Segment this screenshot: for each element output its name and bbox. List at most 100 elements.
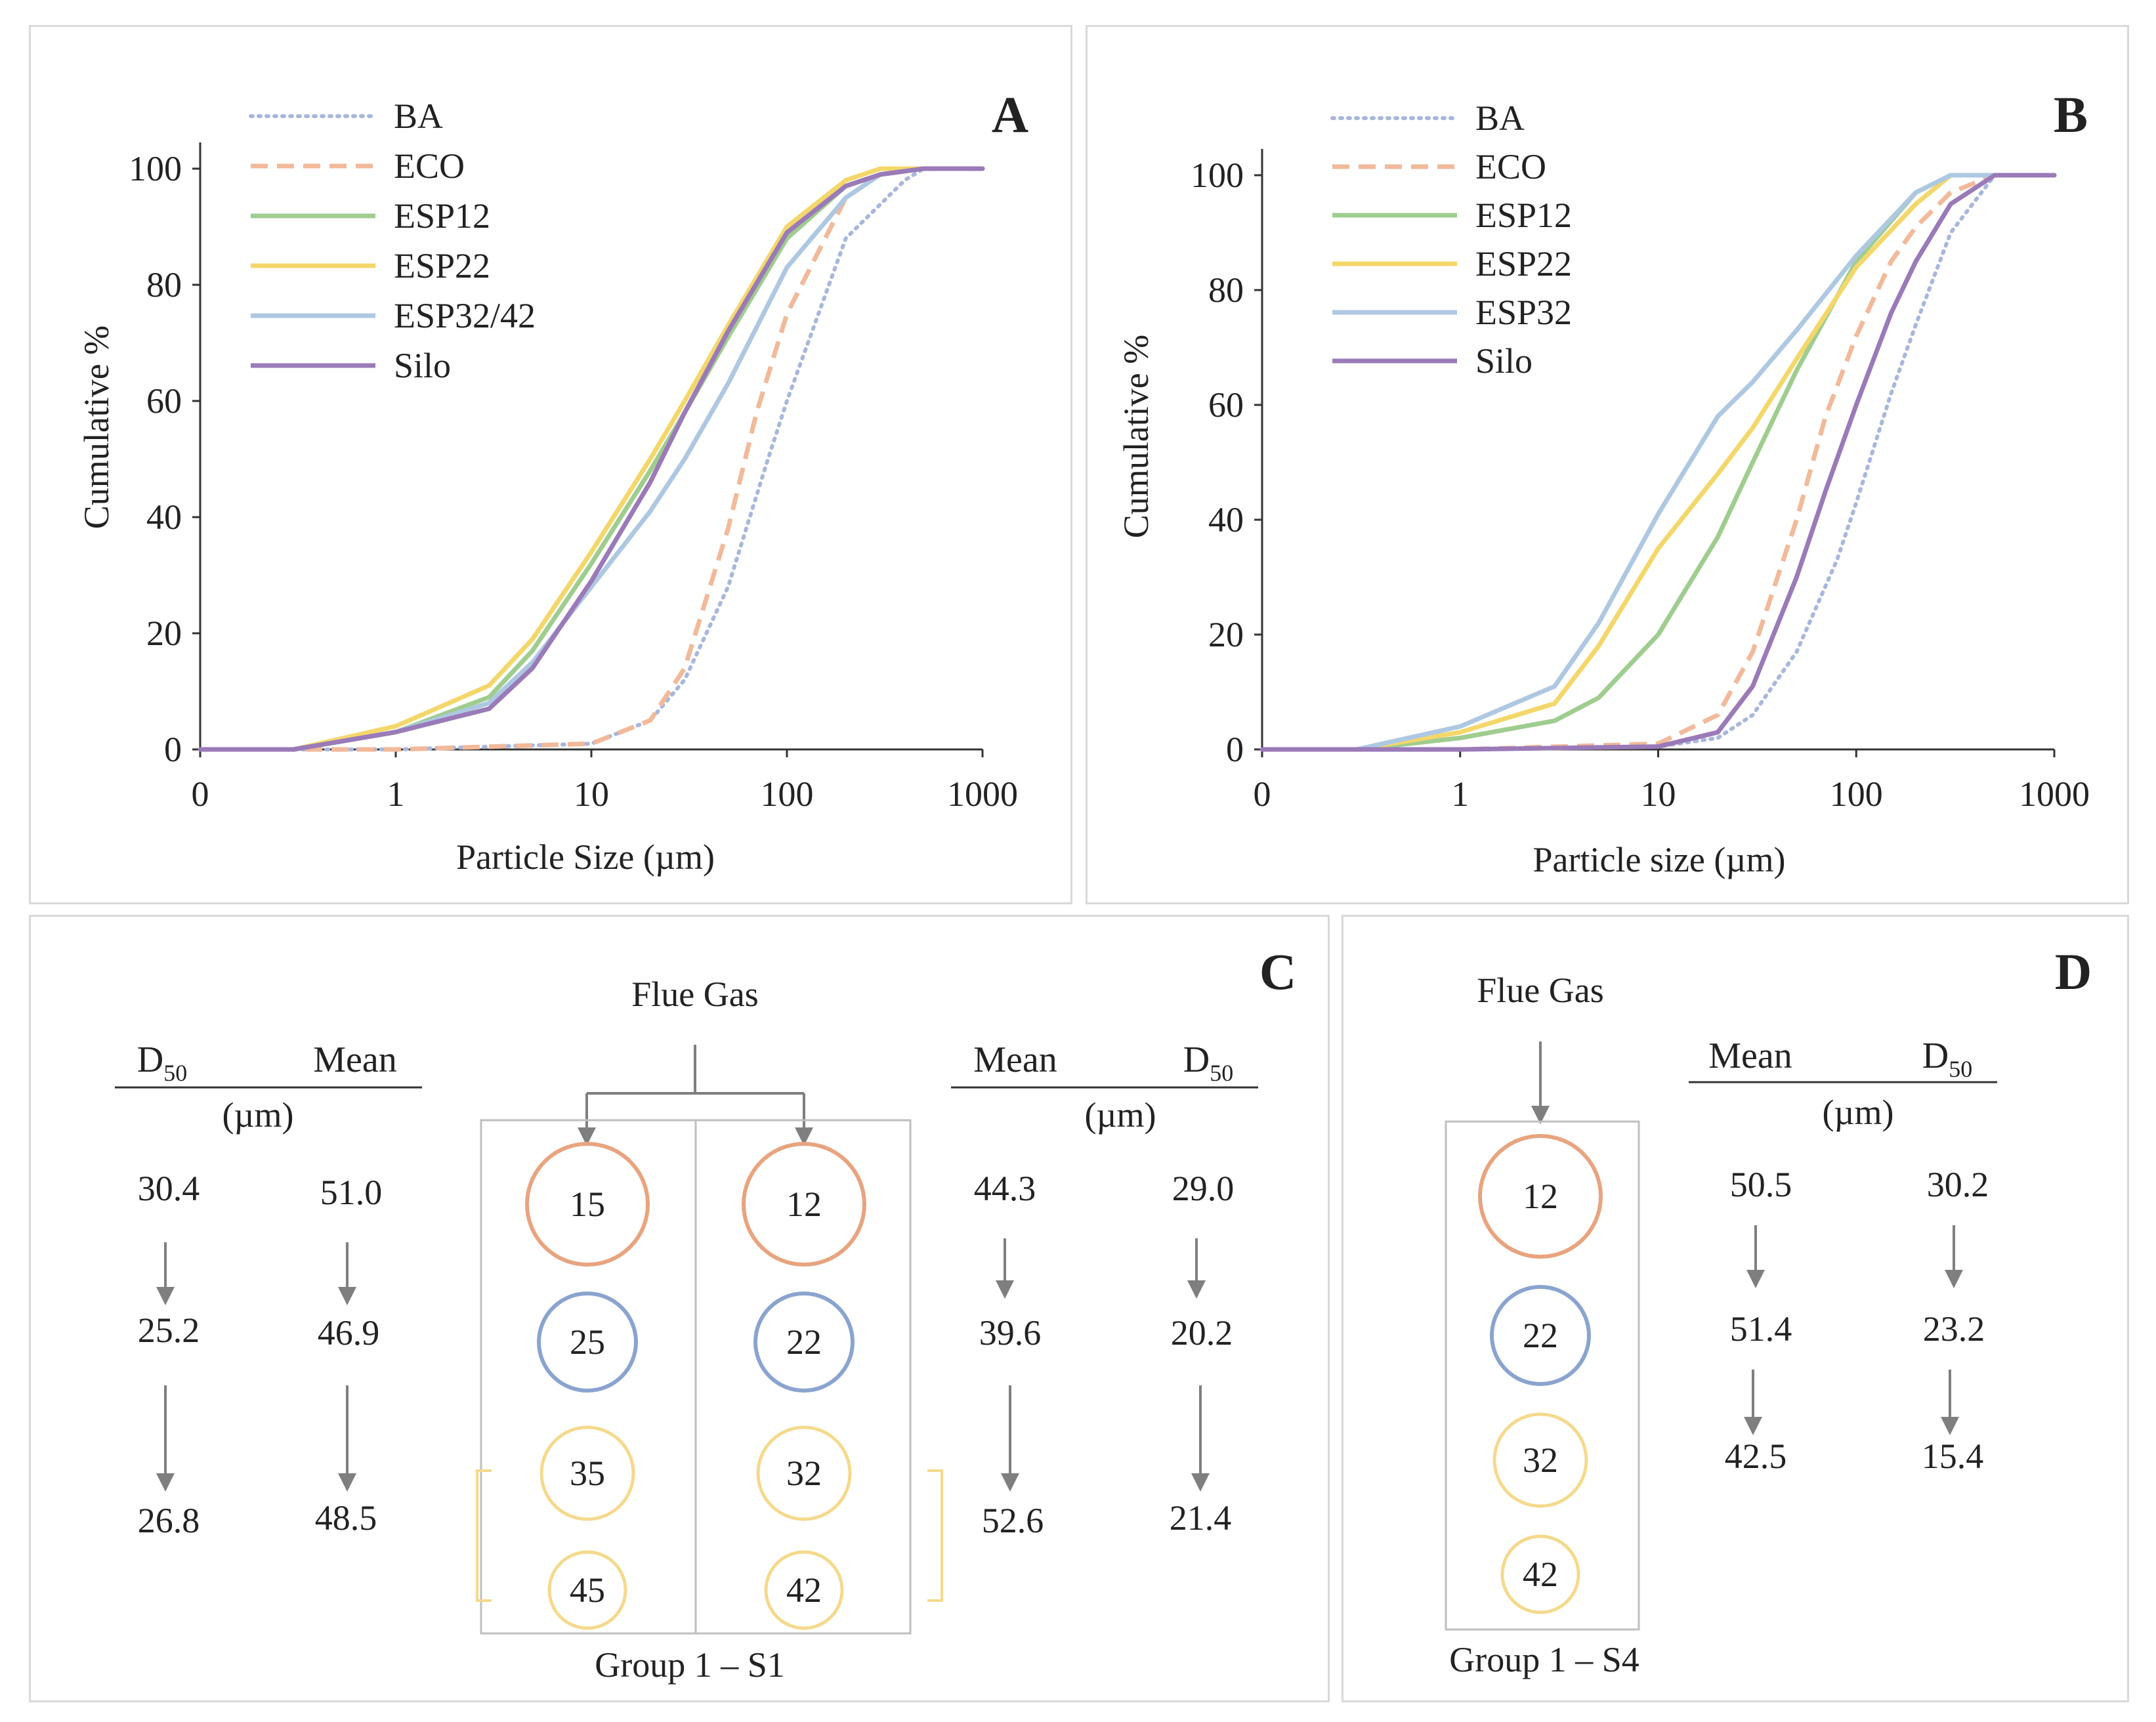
svg-text:22: 22 bbox=[1523, 1316, 1558, 1355]
chart-a-x-tick-label: 100 bbox=[761, 774, 814, 814]
left-mean-2: 46.9 bbox=[318, 1313, 380, 1353]
d-mean-1: 50.5 bbox=[1730, 1165, 1792, 1204]
chart-a-series-esp22 bbox=[198, 166, 985, 752]
chart-b-y-tick-label: 0 bbox=[1226, 730, 1244, 769]
d-header-unit: (µm) bbox=[1822, 1093, 1893, 1132]
chart-a-legend-label-esp12: ESP12 bbox=[394, 196, 490, 236]
chart-b-x-tick-label: 1 bbox=[1451, 774, 1469, 814]
chart-b-y-tick-label: 100 bbox=[1191, 156, 1244, 195]
right-header-d50: D50 bbox=[1183, 1040, 1233, 1086]
chart-b-legend-label-esp12: ESP12 bbox=[1475, 196, 1572, 235]
chart-a-legend-label-silo: Silo bbox=[394, 346, 451, 385]
svg-text:25: 25 bbox=[570, 1322, 605, 1362]
chart-a-legend-label-esp22: ESP22 bbox=[394, 246, 490, 285]
svg-text:32: 32 bbox=[1523, 1440, 1558, 1480]
panel-c: C Flue Gas Group 1 – S1 15 25 35 45 bbox=[29, 915, 1330, 1702]
chart-a-legend-label-ba: BA bbox=[394, 96, 443, 136]
circle-d-22: 22 bbox=[1490, 1285, 1591, 1386]
chart-b-legend-label-esp22: ESP22 bbox=[1475, 244, 1572, 284]
chart-b-series-esp12 bbox=[1259, 173, 2057, 752]
panel-b: 0 1 10 100 1000 0 20 40 60 80 100 BA ECO ESP12 ESP22 ES… bbox=[1086, 25, 2129, 904]
flue-gas-label-d: Flue Gas bbox=[1477, 971, 1603, 1010]
chart-b-xlabel: Particle size (µm) bbox=[1533, 840, 1786, 879]
right-d50-3: 21.4 bbox=[1170, 1498, 1232, 1538]
d-d50-3: 15.4 bbox=[1922, 1437, 1984, 1476]
chart-b-series-esp32 bbox=[1259, 173, 2057, 752]
svg-text:42: 42 bbox=[1523, 1555, 1558, 1594]
bracket-left-c bbox=[476, 1469, 492, 1602]
circle-45: 45 bbox=[547, 1550, 627, 1630]
chart-a-series-esp32-42 bbox=[198, 166, 985, 752]
chart-b-x-tick-label: 100 bbox=[1830, 774, 1883, 814]
d-header-mean: Mean bbox=[1708, 1036, 1792, 1076]
circle-25: 25 bbox=[537, 1292, 638, 1393]
chart-b-y-tick-label: 40 bbox=[1208, 500, 1244, 539]
svg-text:12: 12 bbox=[786, 1185, 822, 1224]
left-d50-1: 30.4 bbox=[138, 1169, 200, 1208]
d-mean-3: 42.5 bbox=[1725, 1437, 1787, 1476]
chart-a-x-tick-label: 0 bbox=[192, 774, 209, 814]
left-d50-3: 26.8 bbox=[138, 1501, 200, 1540]
chart-b-x-tick-label: 0 bbox=[1254, 774, 1271, 814]
flue-gas-splitter-c bbox=[578, 1045, 813, 1146]
svg-text:45: 45 bbox=[570, 1570, 605, 1610]
right-mean-3: 52.6 bbox=[982, 1501, 1044, 1540]
d-d50-2: 23.2 bbox=[1923, 1309, 1985, 1349]
group-label-c: Group 1 – S1 bbox=[595, 1645, 785, 1685]
chart-a-y-tick-label: 100 bbox=[129, 149, 182, 188]
chart-b-y-tick-label: 80 bbox=[1208, 270, 1244, 310]
chart-a-y-tick-label: 40 bbox=[146, 497, 182, 537]
chart-b-series-ba bbox=[1260, 173, 2056, 751]
circle-15: 15 bbox=[525, 1142, 650, 1267]
right-arrows bbox=[996, 1238, 1210, 1492]
chart-a-series-silo bbox=[198, 166, 985, 752]
chart-a-svg: 0 1 10 100 1000 0 20 40 60 80 100 BA ECO ESP12 ESP22 ES… bbox=[77, 86, 1028, 877]
panel-a-letter: A bbox=[992, 86, 1028, 143]
chart-b-series-silo bbox=[1259, 173, 2057, 752]
chart-a-series-eco bbox=[200, 166, 983, 752]
chart-a-x-tick-label: 1 bbox=[387, 774, 405, 814]
panel-a: 0 1 10 100 1000 0 20 40 60 80 100 BA ECO ESP12 ESP22 ES… bbox=[29, 25, 1072, 904]
chart-a-series-ba bbox=[198, 167, 984, 751]
chart-b-legend-label-esp32: ESP32 bbox=[1475, 293, 1572, 332]
d-header-d50: D50 bbox=[1922, 1036, 1972, 1082]
left-arrows bbox=[156, 1242, 356, 1492]
svg-text:12: 12 bbox=[1523, 1177, 1558, 1216]
chart-a-series-esp12 bbox=[198, 166, 985, 752]
chart-a-y-tick-label: 80 bbox=[146, 265, 182, 304]
d-d50-1: 30.2 bbox=[1927, 1165, 1989, 1204]
group-box-d bbox=[1445, 1120, 1640, 1631]
panel-c-svg: C Flue Gas Group 1 – S1 15 25 35 45 bbox=[115, 943, 1296, 1685]
left-header-d50: D50 bbox=[137, 1040, 187, 1086]
circle-35: 35 bbox=[539, 1425, 635, 1521]
panel-d: D Flue Gas Group 1 – S4 12 22 32 42 Mean… bbox=[1342, 915, 2129, 1702]
svg-text:15: 15 bbox=[570, 1185, 605, 1224]
right-mean-1: 44.3 bbox=[974, 1169, 1036, 1208]
circle-32: 32 bbox=[756, 1425, 852, 1521]
chart-b-y-tick-label: 20 bbox=[1208, 615, 1244, 654]
circle-22: 22 bbox=[753, 1292, 855, 1393]
right-mean-2: 39.6 bbox=[979, 1313, 1042, 1353]
right-d50-2: 20.2 bbox=[1171, 1313, 1233, 1353]
bracket-right-c bbox=[927, 1469, 943, 1602]
circle-12: 12 bbox=[742, 1142, 866, 1267]
chart-b-legend-label-silo: Silo bbox=[1475, 341, 1532, 381]
chart-a-x-tick-label: 1000 bbox=[947, 774, 1018, 814]
chart-a-plot: 0 1 10 100 1000 0 20 40 60 80 100 BA ECO ESP12 ESP22 ES… bbox=[129, 96, 1018, 814]
chart-b-ylabel: Cumulative % bbox=[1116, 335, 1156, 538]
panel-d-letter: D bbox=[2055, 943, 2092, 1000]
chart-b-legend-label-ba: BA bbox=[1475, 98, 1525, 138]
left-d50-2: 25.2 bbox=[138, 1311, 200, 1350]
d-mean-2: 51.4 bbox=[1730, 1309, 1792, 1349]
left-header-mean: Mean bbox=[313, 1040, 397, 1080]
panel-b-letter: B bbox=[2054, 86, 2088, 143]
chart-a-x-tick-label: 10 bbox=[574, 774, 609, 814]
chart-a-ylabel: Cumulative % bbox=[77, 326, 116, 529]
circle-42: 42 bbox=[764, 1550, 844, 1630]
chart-b-series-esp22 bbox=[1259, 173, 2057, 752]
chart-b-x-tick-label: 10 bbox=[1641, 774, 1676, 814]
svg-text:22: 22 bbox=[786, 1322, 822, 1362]
panel-c-letter: C bbox=[1259, 943, 1296, 1000]
circle-d-32: 32 bbox=[1492, 1412, 1588, 1508]
chart-b-svg: 0 1 10 100 1000 0 20 40 60 80 100 BA ECO ESP12 ESP22 ES… bbox=[1116, 86, 2090, 879]
